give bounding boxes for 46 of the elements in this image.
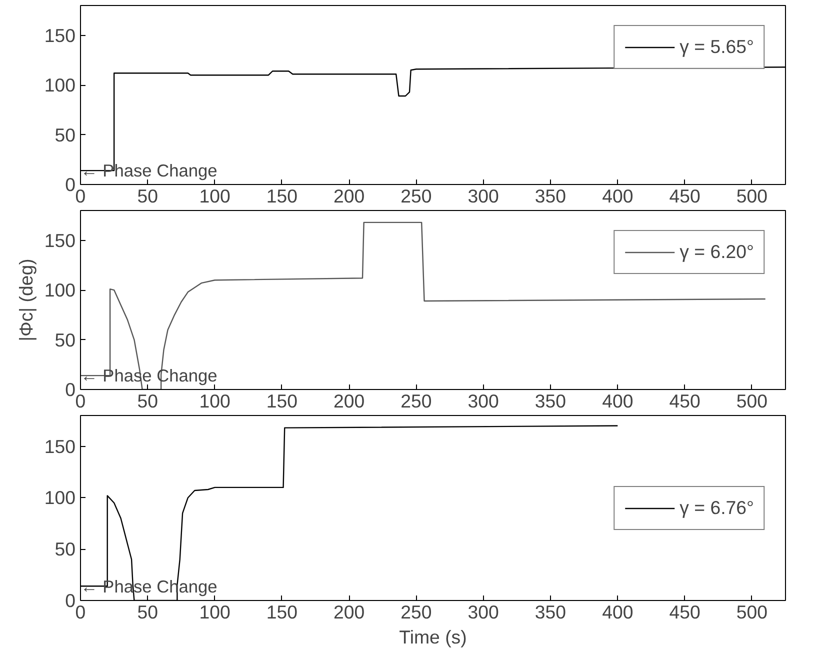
x-tick-label: 300	[468, 390, 499, 412]
x-tick-label: 500	[736, 602, 768, 622]
x-tick-label: 300	[468, 186, 499, 206]
x-tick-label: 350	[534, 390, 566, 412]
x-tick-label: 500	[736, 390, 768, 412]
x-tick-label: 50	[137, 390, 158, 412]
legend-label: γ = 5.65°	[680, 36, 754, 58]
x-tick-label: 200	[334, 602, 365, 622]
legend-label: γ = 6.76°	[680, 496, 754, 518]
x-tick-label: 50	[137, 602, 158, 622]
x-tick-label: 250	[400, 186, 432, 206]
x-tick-label: 100	[199, 602, 230, 622]
y-tick-label: 50	[54, 329, 76, 350]
x-tick-label: 450	[669, 186, 700, 206]
x-tick-label: 200	[334, 186, 365, 206]
x-tick-label: 150	[266, 186, 298, 206]
x-tick-label: 100	[199, 186, 230, 206]
y-tick-label: 150	[44, 230, 76, 251]
y-tick-label: 50	[54, 538, 76, 560]
x-tick-label: 50	[137, 186, 158, 206]
x-axis-title: Time (s)	[399, 626, 467, 648]
x-tick-label: 400	[602, 186, 634, 206]
x-tick-label: 200	[334, 390, 365, 412]
y-tick-label: 100	[44, 280, 76, 301]
x-tick-label: 100	[199, 390, 230, 412]
line-series	[80, 425, 618, 600]
x-tick-label: 350	[534, 186, 566, 206]
y-axis-title: |Φc| (deg)	[15, 258, 36, 342]
x-tick-label: 150	[266, 390, 298, 412]
y-tick-label: 100	[44, 74, 76, 96]
legend-label: γ = 6.20°	[680, 241, 754, 263]
annotation: ← Phase Change	[80, 160, 218, 180]
x-tick-label: 450	[669, 602, 700, 622]
x-tick-label: 250	[400, 390, 432, 412]
x-tick-label: 350	[534, 602, 566, 622]
x-tick-label: 150	[266, 602, 298, 622]
y-tick-label: 150	[44, 24, 76, 46]
x-tick-label: 450	[669, 390, 700, 412]
x-tick-label: 300	[468, 602, 499, 622]
x-tick-label: 400	[602, 602, 634, 622]
y-tick-label: 50	[54, 124, 76, 146]
y-tick-label: 100	[44, 487, 76, 508]
x-tick-label: 400	[602, 390, 634, 412]
y-tick-label: 150	[44, 436, 76, 457]
x-tick-label: 500	[736, 186, 768, 206]
x-tick-label: 250	[400, 602, 432, 622]
